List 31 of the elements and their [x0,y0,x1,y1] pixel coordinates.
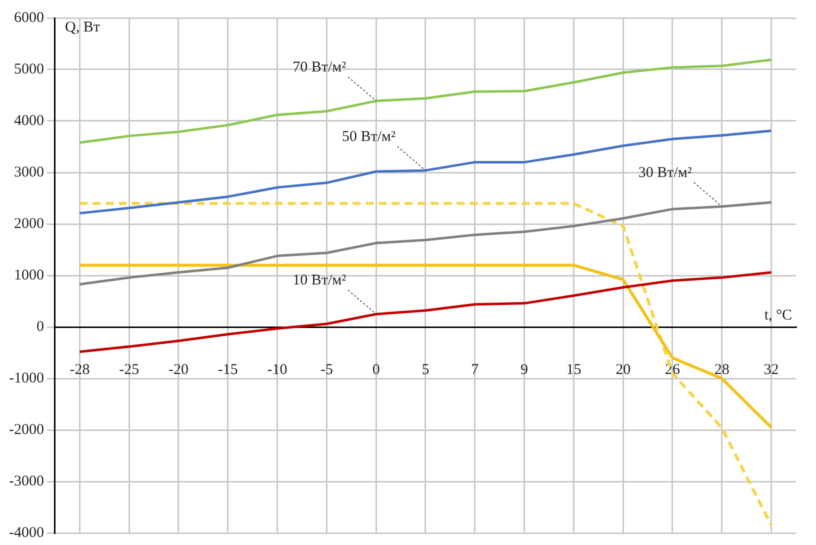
x-tick-label: -5 [320,362,333,378]
y-tick-label: 0 [36,318,44,335]
annotation: 70 Вт/м² [292,59,347,76]
x-tick-label: 7 [471,362,480,378]
y-tick-label: 2000 [14,216,44,232]
annotation: 50 Вт/м² [342,128,396,145]
annotation: 10 Вт/м² [292,272,347,289]
x-tick-label: -15 [218,362,238,378]
y-tick-label: -2000 [8,422,44,438]
y-tick-label: 3000 [14,164,44,180]
y-tick-label: -3000 [8,473,44,490]
y-axis-title: Q, Вт [64,19,100,36]
x-tick-label: 15 [566,362,582,378]
x-tick-label: 20 [616,362,631,378]
x-tick-label: -28 [70,362,90,378]
x-tick-label: -25 [119,362,140,378]
y-tick-label: 6000 [14,10,44,26]
y-tick-label: 5000 [14,61,44,78]
x-tick-label: 5 [422,362,430,378]
y-tick-label: 4000 [14,112,44,129]
x-tick-label: 28 [714,362,730,378]
y-tick-label: -1000 [8,370,44,386]
x-tick-label: 32 [764,362,779,378]
y-tick-label: 1000 [14,267,44,284]
x-axis-title: t, °C [764,307,792,324]
x-tick-label: -20 [168,362,188,378]
x-tick-label: 9 [520,362,528,378]
annotation: 30 Вт/м² [638,164,692,181]
y-tick-label: -4000 [8,524,44,541]
x-tick-label: -10 [267,362,288,378]
x-tick-label: 0 [372,362,380,378]
